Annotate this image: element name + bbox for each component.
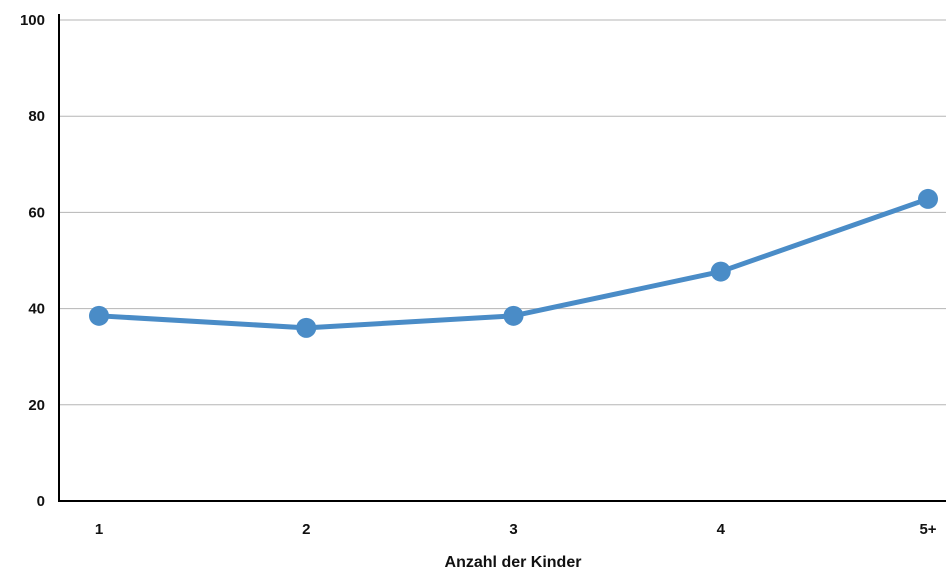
x-tick-label: 3 — [509, 521, 517, 538]
x-axis-title: Anzahl der Kinder — [445, 554, 582, 571]
data-point — [918, 188, 938, 209]
x-tick-labels: 1 2 3 4 5+ — [95, 521, 937, 538]
x-tick-label: 5+ — [919, 521, 936, 538]
y-tick-label: 100 — [20, 12, 45, 29]
x-tick-label: 4 — [717, 521, 726, 538]
y-tick-label: 20 — [28, 397, 45, 414]
data-point — [710, 261, 731, 282]
y-tick-label: 40 — [28, 301, 45, 318]
data-point — [89, 305, 109, 326]
data-point — [296, 317, 317, 338]
y-tick-label: 0 — [37, 493, 45, 510]
series-group — [89, 188, 938, 338]
y-tick-label: 80 — [28, 108, 45, 125]
grid-lines — [59, 19, 946, 406]
data-point — [503, 305, 524, 326]
x-tick-label: 2 — [302, 521, 310, 538]
y-tick-labels: 0 20 40 60 80 100 — [20, 12, 45, 510]
y-tick-label: 60 — [28, 204, 45, 221]
x-tick-label: 1 — [95, 521, 103, 538]
